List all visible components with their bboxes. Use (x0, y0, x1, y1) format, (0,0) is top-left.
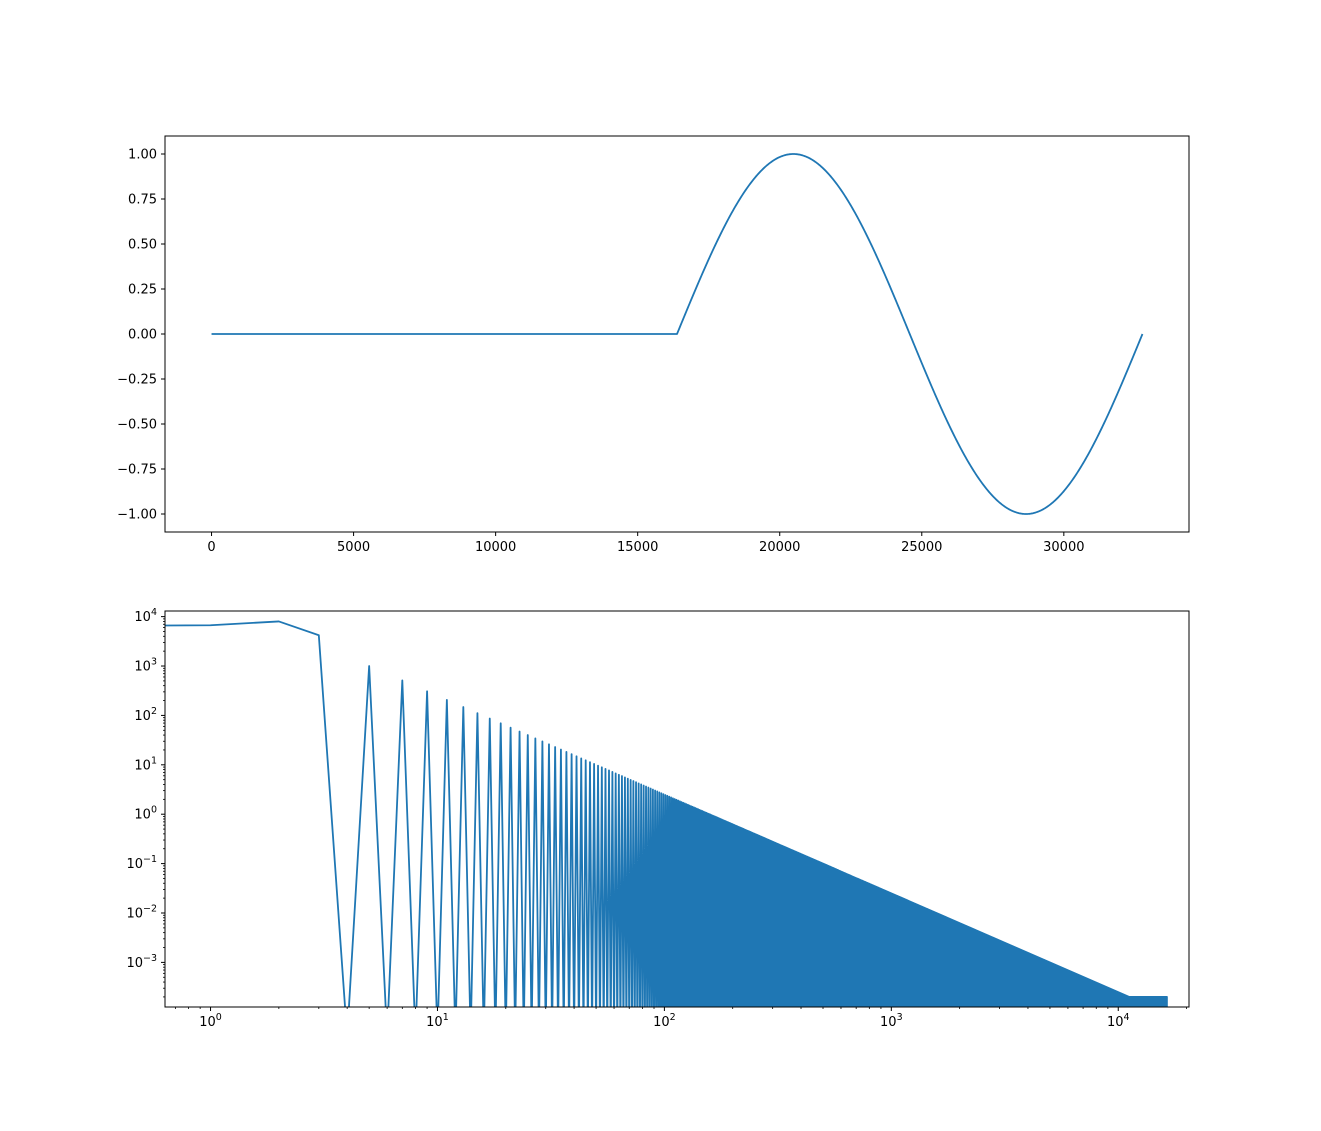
x-tick-label: 103 (880, 1012, 903, 1030)
x-tick-label: 100 (199, 1012, 222, 1030)
y-tick-label: 0.75 (128, 193, 157, 208)
time-domain-series (211, 153, 1144, 515)
spectrum-axes-frame (164, 610, 1190, 1008)
y-tick-label: −1.00 (117, 508, 157, 523)
y-tick-label: 102 (134, 706, 157, 724)
y-tick-label: 0.25 (128, 283, 157, 298)
y-tick-label: 0.50 (128, 238, 157, 253)
x-tick-label: 102 (653, 1012, 676, 1030)
spectrum-y-axis: 104 103 102 101 100 10−1 10−2 10−3 (126, 607, 165, 998)
y-tick-label: −0.25 (117, 373, 157, 388)
x-tick-label: 101 (426, 1012, 449, 1030)
time-domain-y-axis: 1.00 0.75 0.50 0.25 0.00 −0.25 −0.50 −0.75 −1.00 (117, 148, 165, 523)
y-tick-label: 10−1 (126, 854, 157, 872)
x-tick-label: 15000 (617, 540, 658, 555)
y-tick-label: 10−3 (126, 953, 157, 971)
y-tick-label: 1.00 (128, 148, 157, 163)
y-tick-label: 0.00 (128, 328, 157, 343)
y-tick-label: −0.75 (117, 463, 157, 478)
time-domain-chart: 0 5000 10000 15000 20000 25000 30000 1.00 0.75 0… (117, 135, 1190, 555)
x-tick-label: 0 (207, 540, 215, 555)
y-tick-label: 103 (134, 657, 157, 675)
y-tick-label: −0.50 (117, 418, 157, 433)
y-tick-label: 10−2 (126, 903, 157, 921)
spectrum-series (165, 620, 1168, 1007)
x-tick-label: 25000 (901, 540, 942, 555)
spectrum-line (165, 620, 1168, 1007)
x-tick-label: 30000 (1043, 540, 1084, 555)
x-tick-label: 5000 (337, 540, 370, 555)
y-tick-label: 101 (134, 755, 157, 773)
spectrum-chart: 100 101 102 103 104 10410310210110010−110−21… (126, 607, 1190, 1030)
x-tick-label: 10000 (475, 540, 516, 555)
y-tick-label: 100 (134, 805, 157, 823)
spectrum-x-axis: 100 101 102 103 104 (174, 1007, 1187, 1030)
signal-line (211, 153, 1144, 515)
time-domain-x-axis: 0 5000 10000 15000 20000 25000 30000 (207, 532, 1085, 555)
x-tick-label: 20000 (759, 540, 800, 555)
x-tick-label: 104 (1107, 1012, 1130, 1030)
y-tick-label: 104 (134, 607, 157, 625)
